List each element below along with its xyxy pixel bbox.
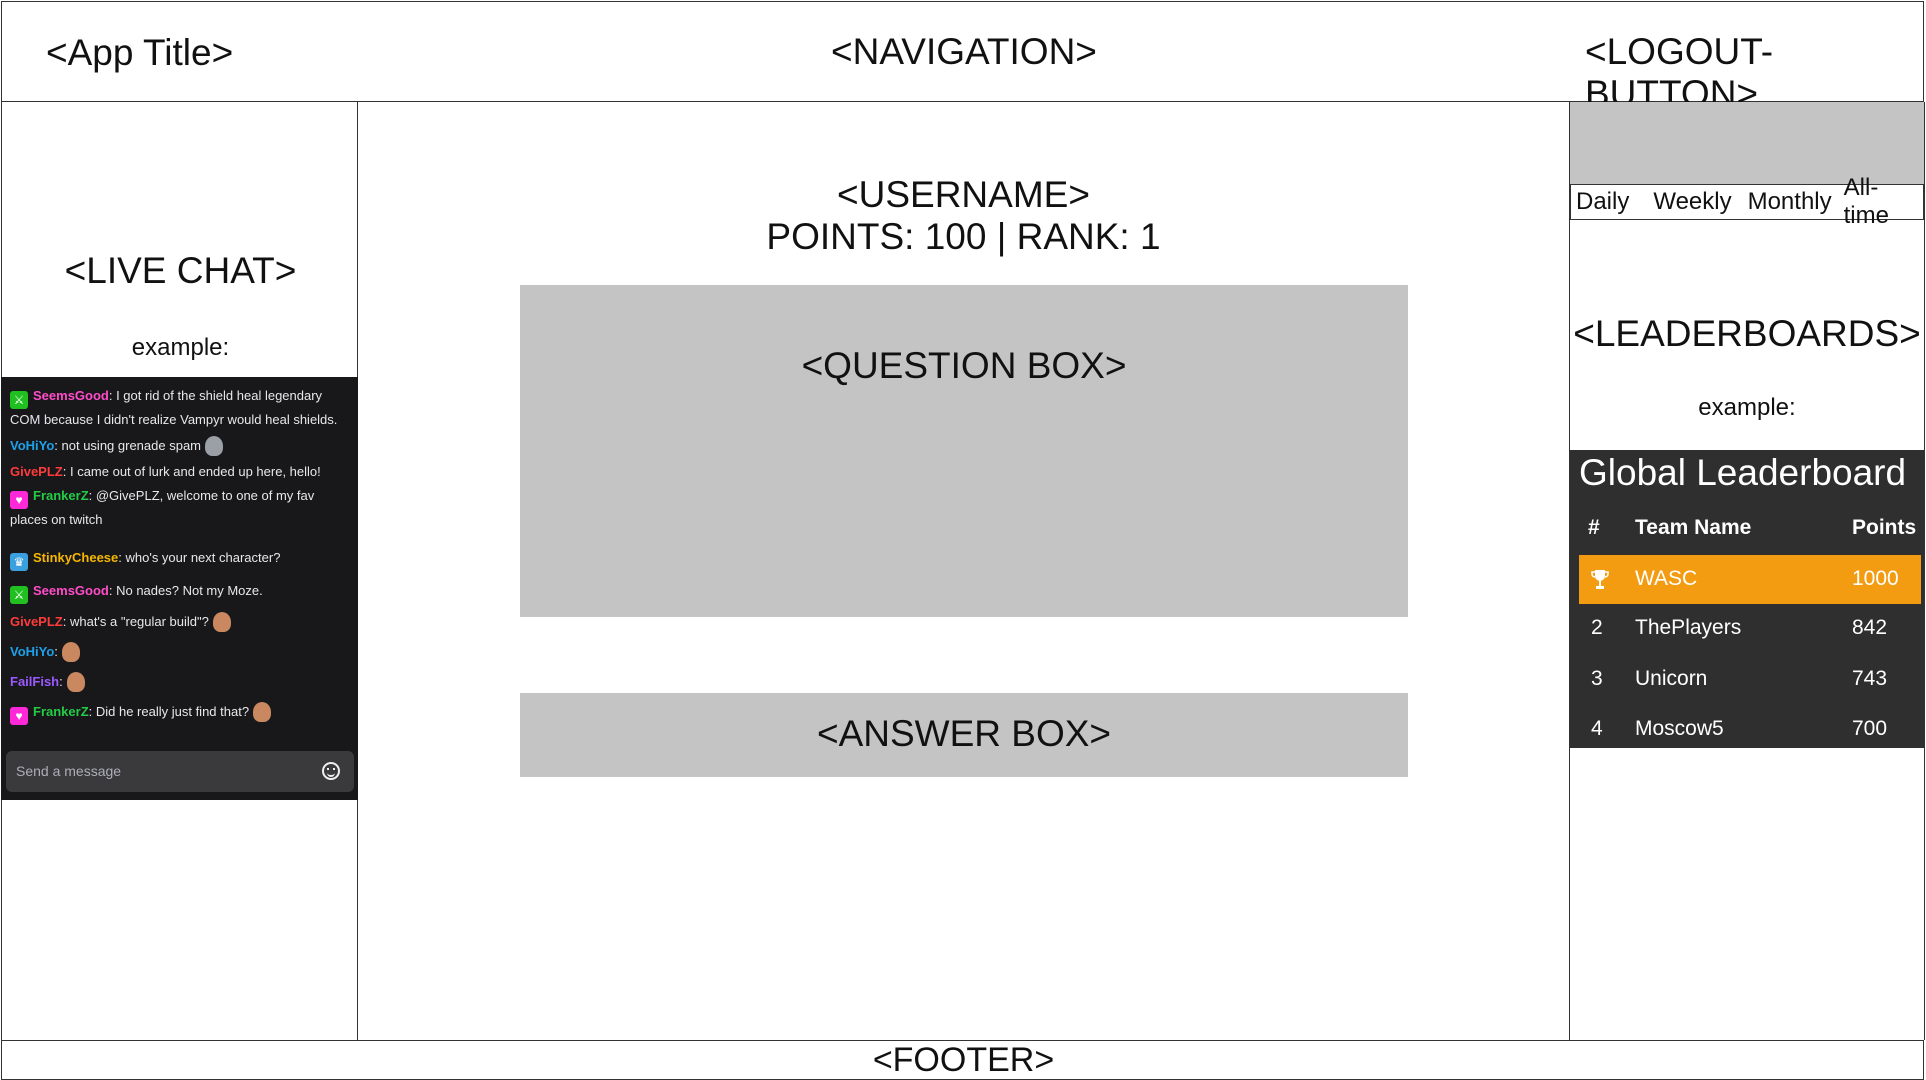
footer: <FOOTER> xyxy=(1,1040,1924,1080)
crown-icon: ♛ xyxy=(10,553,28,571)
face-emote-icon xyxy=(253,702,272,722)
app-title: <App Title> xyxy=(46,32,234,73)
footer-label: <FOOTER> xyxy=(872,1041,1055,1079)
chat-username[interactable]: GivePLZ xyxy=(10,464,63,479)
right-sidebar: Daily Weekly Monthly All-time <LEADERBOA… xyxy=(1569,102,1925,1040)
question-box: <QUESTION BOX> xyxy=(520,285,1408,617)
chat-text: : I came out of lurk and ended up here, … xyxy=(62,464,321,479)
tab-all-time[interactable]: All-time xyxy=(1843,174,1889,229)
chat-username[interactable]: SeemsGood xyxy=(33,583,109,598)
chat-message: ♥ FrankerZ: @GivePLZ, welcome to one of m… xyxy=(10,485,350,531)
team-name: Unicorn xyxy=(1635,667,1708,690)
face-emote-icon xyxy=(205,436,224,456)
column-header-rank: # xyxy=(1588,516,1600,539)
face-emote-icon xyxy=(66,672,85,692)
global-leaderboard: Global Leaderboard # Team Name Points WA… xyxy=(1570,450,1924,748)
live-chat-label: <LIVE CHAT> xyxy=(64,250,297,291)
chat-message: ⚔ SeemsGood: No nades? Not my Moze. xyxy=(10,580,350,604)
chat-text: : I got rid of the shield heal legendary… xyxy=(10,388,338,427)
team-points: 1000 xyxy=(1852,567,1899,590)
chat-username[interactable]: FrankerZ xyxy=(33,488,89,503)
header: <App Title> <NAVIGATION> <LOGOUT-BUTTON> xyxy=(1,1,1924,114)
chat-username[interactable]: GivePLZ xyxy=(10,614,63,629)
team-name: Moscow5 xyxy=(1635,717,1724,740)
chat-text: : xyxy=(54,644,58,659)
smile-icon[interactable] xyxy=(322,762,340,780)
chat-message: FailFish: xyxy=(10,671,350,693)
leaderboard-example-label: example: xyxy=(1698,394,1796,421)
team-points: 743 xyxy=(1852,667,1888,690)
team-points: 700 xyxy=(1852,717,1888,740)
team-rank: 2 xyxy=(1591,616,1603,639)
answer-box-label: <ANSWER BOX> xyxy=(816,713,1112,754)
column-header-team: Team Name xyxy=(1635,516,1752,539)
chat-username[interactable]: SeemsGood xyxy=(33,388,109,403)
tab-daily[interactable]: Daily xyxy=(1576,188,1630,215)
heart-icon: ♥ xyxy=(10,707,28,725)
answer-box[interactable]: <ANSWER BOX> xyxy=(520,693,1408,777)
chat-message-input[interactable]: Send a message xyxy=(6,751,354,792)
chat-message: ♥ FrankerZ: Did he really just find that? xyxy=(10,701,350,725)
chat-message: GivePLZ: what's a "regular build"? xyxy=(10,611,350,633)
team-name: WASC xyxy=(1635,567,1698,590)
team-name: ThePlayers xyxy=(1635,616,1742,639)
chat-text: : No nades? Not my Moze. xyxy=(108,583,263,598)
chat-username[interactable]: VoHiYo xyxy=(10,644,55,659)
chat-text: : not using grenade spam xyxy=(54,438,202,453)
sword-icon: ⚔ xyxy=(10,391,28,409)
chat-text: : who's your next character? xyxy=(118,550,281,565)
question-box-label: <QUESTION BOX> xyxy=(801,345,1127,386)
chat-text: : what's a "regular build"? xyxy=(62,614,209,629)
username: <USERNAME> xyxy=(837,174,1090,215)
chat-username[interactable]: FrankerZ xyxy=(33,704,89,719)
chat-message: ♛ StinkyCheese: who's your next character… xyxy=(10,547,350,571)
leaderboard-row[interactable]: WASC 1000 xyxy=(1579,555,1921,604)
team-points: 842 xyxy=(1852,616,1888,639)
chat-text: : @GivePLZ, welcome to one of my fav pla… xyxy=(10,488,315,527)
leaderboard-period-tabs: Daily Weekly Monthly All-time xyxy=(1570,174,1924,229)
team-rank: 3 xyxy=(1591,667,1603,690)
chat-message: ⚔ SeemsGood: I got rid of the shield heal… xyxy=(10,385,350,431)
team-rank: 4 xyxy=(1591,717,1603,740)
leaderboard-row[interactable]: 3 Unicorn 743 xyxy=(1579,655,1921,704)
sword-icon: ⚔ xyxy=(10,586,28,604)
leaderboard-title: Global Leaderboard xyxy=(1579,452,1907,493)
leaderboards-label: <LEADERBOARDS> xyxy=(1573,313,1921,354)
main-content: <USERNAME> POINTS: 100 | RANK: 1 <QUESTI… xyxy=(358,102,1569,1040)
chat-example-label: example: xyxy=(131,334,230,361)
logout-button[interactable]: <LOGOUT-BUTTON> xyxy=(1585,31,1774,114)
chat-input-placeholder: Send a message xyxy=(16,763,122,779)
leaderboard-row[interactable]: 2 ThePlayers 842 xyxy=(1579,604,1921,653)
chat-username[interactable]: FailFish xyxy=(10,674,60,689)
chat-username[interactable]: StinkyCheese xyxy=(33,550,119,565)
tab-weekly[interactable]: Weekly xyxy=(1653,188,1732,215)
navigation[interactable]: <NAVIGATION> xyxy=(831,31,1097,72)
face-emote-icon xyxy=(212,612,231,632)
chat-message: GivePLZ: I came out of lurk and ended up… xyxy=(10,461,350,483)
live-chat-panel: ⚔ SeemsGood: I got rid of the shield heal… xyxy=(1,377,358,800)
chat-message: VoHiYo: not using grenade spam xyxy=(10,435,350,457)
heart-icon: ♥ xyxy=(10,491,28,509)
chat-text: : Did he really just find that? xyxy=(88,704,250,719)
chat-username[interactable]: VoHiYo xyxy=(10,438,55,453)
column-header-points: Points xyxy=(1852,516,1917,539)
leaderboard-row[interactable]: 4 Moscow5 700 xyxy=(1579,705,1921,754)
chat-text: : xyxy=(59,674,63,689)
chat-message: VoHiYo: xyxy=(10,641,350,663)
trophy-icon xyxy=(1591,570,1609,589)
points-rank: POINTS: 100 | RANK: 1 xyxy=(766,216,1161,257)
face-emote-icon xyxy=(61,642,80,662)
leaderboard-banner xyxy=(1570,102,1924,184)
tab-monthly[interactable]: Monthly xyxy=(1747,188,1832,215)
